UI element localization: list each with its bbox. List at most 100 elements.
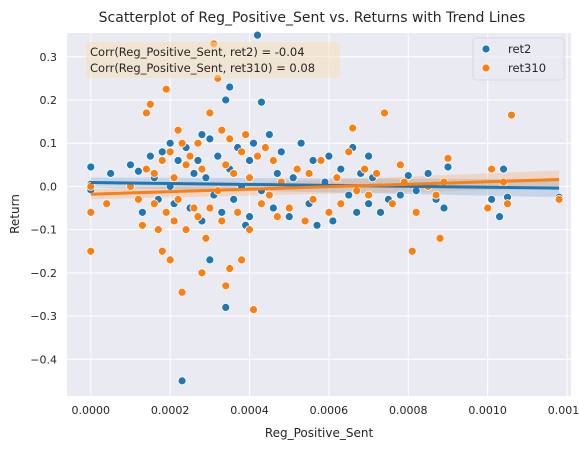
point-ret2 <box>328 216 338 226</box>
point-ret310 <box>197 164 207 174</box>
point-ret2 <box>145 151 155 161</box>
point-ret310 <box>173 125 183 135</box>
point-ret310 <box>177 138 187 148</box>
point-ret2 <box>253 30 262 40</box>
point-ret310 <box>411 207 421 217</box>
point-ret310 <box>483 203 493 213</box>
point-ret310 <box>165 147 175 157</box>
annotation-box <box>86 42 340 78</box>
point-ret310 <box>169 216 179 226</box>
point-ret310 <box>217 216 227 226</box>
point-ret2 <box>245 212 254 222</box>
point-ret310 <box>308 194 318 204</box>
point-ret310 <box>86 246 96 256</box>
point-ret2 <box>443 162 453 172</box>
point-ret2 <box>495 212 504 222</box>
point-ret310 <box>173 194 183 204</box>
point-ret310 <box>364 190 374 200</box>
y-tick-label: 0.0 <box>40 180 58 193</box>
point-ret310 <box>141 164 151 174</box>
point-ret2 <box>221 303 231 312</box>
point-ret2 <box>165 138 175 148</box>
point-ret310 <box>161 207 171 217</box>
point-ret2 <box>201 173 211 183</box>
point-ret2 <box>324 151 334 161</box>
x-axis-ticks: 0.0000 0.0002 0.0004 0.0006 0.0008 0.0010 0.00… <box>72 404 579 417</box>
legend-label-ret310: ret310 <box>508 61 546 75</box>
point-ret310 <box>257 199 266 209</box>
point-ret310 <box>229 169 239 178</box>
point-ret310 <box>431 190 441 200</box>
point-ret2 <box>177 376 187 386</box>
legend: ret2 ret310 <box>472 37 565 81</box>
x-tick-label: 0.0008 <box>389 404 428 417</box>
point-ret2 <box>193 156 203 165</box>
point-ret2 <box>344 190 354 200</box>
point-ret2 <box>134 166 143 176</box>
point-ret2 <box>364 151 374 161</box>
point-ret2 <box>336 164 346 174</box>
point-ret310 <box>177 287 187 297</box>
point-ret310 <box>292 164 302 174</box>
point-ret310 <box>324 207 334 217</box>
point-ret2 <box>205 255 215 265</box>
point-ret2 <box>138 207 147 217</box>
point-ret2 <box>364 199 374 209</box>
x-axis-label: Reg_Positive_Sent <box>265 426 374 440</box>
point-ret310 <box>300 216 310 226</box>
point-ret310 <box>380 108 389 118</box>
point-ret310 <box>332 173 342 183</box>
x-tick-label: 0.0006 <box>310 404 349 417</box>
point-ret310 <box>157 156 167 165</box>
point-ret2 <box>395 190 405 200</box>
point-ret310 <box>181 225 191 235</box>
point-ret310 <box>233 207 243 217</box>
point-ret310 <box>249 305 258 314</box>
point-ret2 <box>268 203 278 213</box>
legend-marker-ret2 <box>481 44 491 54</box>
point-ret310 <box>181 160 191 170</box>
point-ret310 <box>86 182 96 191</box>
x-tick-label: 0.0012 <box>548 404 579 417</box>
point-ret310 <box>86 207 96 217</box>
x-tick-label: 0.0004 <box>230 404 269 417</box>
point-ret2 <box>487 194 497 204</box>
point-ret310 <box>193 212 203 222</box>
point-ret2 <box>197 130 207 139</box>
point-ret310 <box>272 212 282 222</box>
point-ret310 <box>185 151 195 161</box>
point-ret310 <box>237 147 247 157</box>
point-ret310 <box>157 246 167 256</box>
point-ret2 <box>264 130 274 139</box>
point-ret310 <box>102 199 112 209</box>
point-ret310 <box>284 203 294 213</box>
trend-line-ret2 <box>90 181 560 190</box>
point-ret310 <box>205 203 215 213</box>
point-ret310 <box>197 268 207 278</box>
point-ret310 <box>141 108 151 118</box>
point-ret310 <box>245 225 254 235</box>
point-ret310 <box>352 186 362 196</box>
point-ret310 <box>201 233 211 243</box>
point-ret310 <box>221 281 231 291</box>
point-ret2 <box>245 156 254 165</box>
point-ret310 <box>138 220 147 230</box>
point-ret310 <box>407 246 417 256</box>
point-ret310 <box>149 169 159 178</box>
point-ret310 <box>189 203 199 213</box>
point-ret2 <box>229 194 239 204</box>
point-ret310 <box>261 143 270 152</box>
point-ret310 <box>372 169 381 178</box>
point-ret2 <box>126 160 135 170</box>
point-ret310 <box>348 123 358 133</box>
point-ret2 <box>308 156 318 165</box>
point-ret310 <box>344 147 354 157</box>
point-ret2 <box>376 207 385 217</box>
point-ret310 <box>193 138 203 148</box>
point-ret2 <box>106 169 116 178</box>
point-ret2 <box>221 95 231 105</box>
point-ret2 <box>276 147 286 157</box>
legend-label-ret2: ret2 <box>508 42 531 56</box>
point-ret310 <box>221 160 231 170</box>
